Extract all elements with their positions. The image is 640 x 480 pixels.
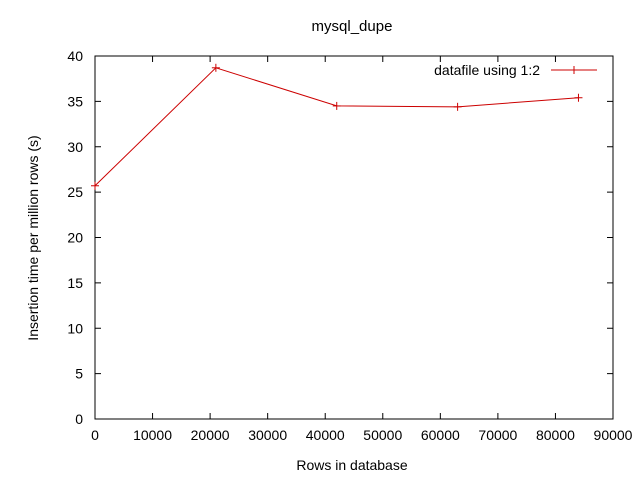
data-point-marker: [332, 101, 341, 110]
x-tick-label: 90000: [594, 427, 633, 443]
y-tick-label: 0: [75, 411, 83, 427]
legend: datafile using 1:2: [434, 62, 597, 78]
x-axis-label: Rows in database: [296, 457, 408, 473]
x-tick-label: 50000: [363, 427, 402, 443]
x-tick-label: 70000: [478, 427, 517, 443]
data-point-marker: [574, 93, 583, 102]
chart-title: mysql_dupe: [312, 18, 393, 35]
legend-marker-datafile: [570, 66, 578, 74]
y-axis: 0 5 10 15 20 25 30 35 40: [67, 48, 613, 427]
y-tick-label: 5: [75, 366, 83, 382]
x-tick-label: 30000: [248, 427, 287, 443]
x-tick-label: 20000: [191, 427, 230, 443]
x-tick-label: 40000: [306, 427, 345, 443]
x-tick-label: 80000: [536, 427, 575, 443]
data-point-marker: [211, 63, 220, 72]
data-point-marker: [453, 102, 462, 111]
y-axis-label: Insertion time per million rows (s): [25, 135, 41, 340]
x-tick-label: 10000: [133, 427, 172, 443]
y-tick-label: 25: [67, 184, 83, 200]
data-point-marker: [91, 181, 99, 190]
y-tick-label: 40: [67, 48, 83, 64]
y-tick-label: 10: [67, 320, 83, 336]
x-axis: 0 10000 20000 30000 40000 50000 60000 70000 8000…: [91, 56, 633, 443]
series-line-datafile: [94, 67, 579, 187]
y-tick-label: 30: [67, 139, 83, 155]
x-tick-label: 0: [91, 427, 99, 443]
y-tick-label: 20: [67, 230, 83, 246]
legend-label-datafile: datafile using 1:2: [434, 62, 540, 78]
y-tick-label: 35: [67, 93, 83, 109]
legend-marker-plus: [570, 66, 578, 74]
y-tick-label: 15: [67, 275, 83, 291]
x-tick-label: 60000: [421, 427, 460, 443]
series-layer: [91, 63, 583, 190]
